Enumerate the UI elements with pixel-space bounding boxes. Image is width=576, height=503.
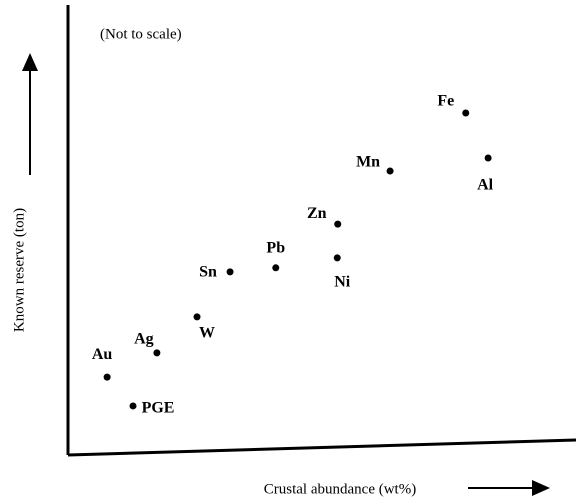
point-label: Fe xyxy=(437,93,454,110)
x-axis xyxy=(67,438,576,457)
point xyxy=(272,264,280,272)
point-label: Sn xyxy=(199,264,217,281)
point-label: Au xyxy=(92,346,113,363)
point-label: PGE xyxy=(142,400,175,417)
point xyxy=(386,167,394,175)
point xyxy=(333,254,341,262)
point xyxy=(462,109,470,117)
x-axis-label: Crustal abundance (wt%) xyxy=(264,481,416,497)
point xyxy=(193,313,201,321)
point xyxy=(226,268,234,276)
point xyxy=(103,373,111,381)
point-label: Ag xyxy=(134,331,154,348)
point xyxy=(153,349,161,357)
point-label: W xyxy=(199,325,215,342)
point-label: Al xyxy=(477,177,494,194)
point-label: Pb xyxy=(266,239,285,256)
point xyxy=(129,402,137,410)
point-label: Mn xyxy=(356,154,380,171)
point xyxy=(334,220,342,228)
point xyxy=(484,154,492,162)
annotation: (Not to scale) xyxy=(100,26,182,42)
y-axis-label: Known reserve (ton) xyxy=(11,208,27,332)
point-label: Ni xyxy=(334,274,351,291)
point-label: Zn xyxy=(307,205,327,222)
